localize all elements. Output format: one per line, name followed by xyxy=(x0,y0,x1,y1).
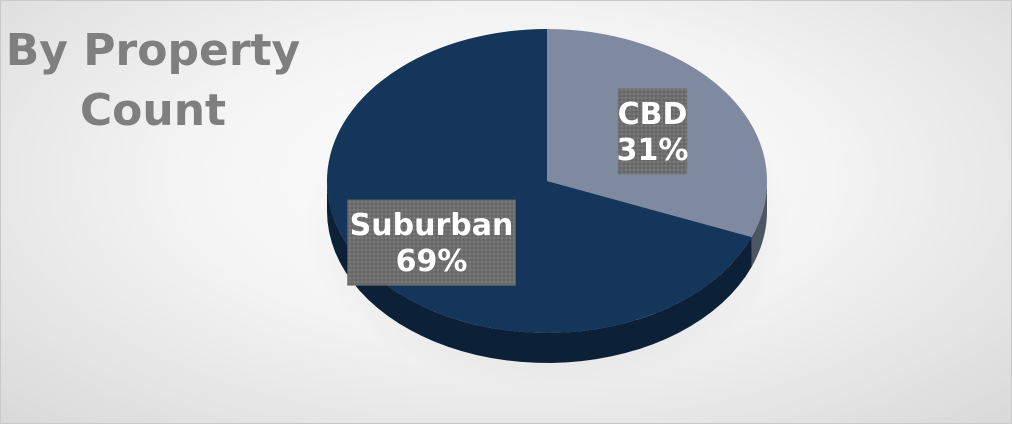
data-label-percent-cbd: 31% xyxy=(617,133,689,168)
data-label-box-cbd xyxy=(617,88,688,175)
chart-title: By Property Count xyxy=(3,21,303,141)
data-label-category-suburban: Suburban xyxy=(350,208,514,243)
pie-side-suburban xyxy=(327,181,752,363)
data-label-category-cbd: CBD xyxy=(618,97,688,132)
data-label-box-suburban xyxy=(347,199,516,286)
data-label-percent-suburban: 69% xyxy=(396,244,468,279)
chart-title-line-2: Count xyxy=(79,85,227,136)
chart-title-line-1: By Property xyxy=(5,25,301,76)
pie-side-cbd xyxy=(751,181,767,267)
